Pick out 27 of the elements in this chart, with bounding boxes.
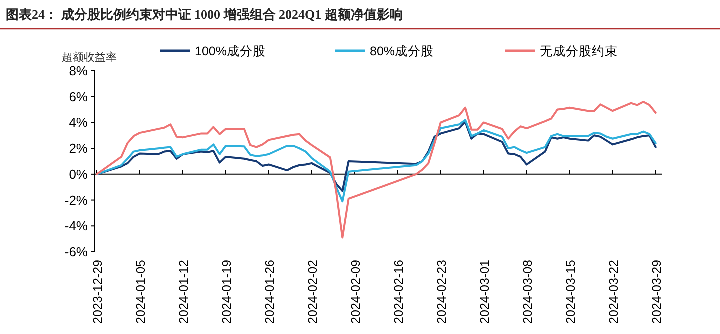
- x-tick-label: 2024-01-12: [176, 260, 191, 324]
- x-tick-label: 2024-01-26: [262, 260, 277, 324]
- y-tick-label: 4%: [69, 115, 88, 130]
- y-tick-label: 2%: [69, 141, 88, 156]
- y-tick-label: 6%: [69, 89, 88, 104]
- y-axis-title: 超额收益率: [62, 51, 117, 64]
- x-tick-label: 2024-03-01: [478, 260, 492, 324]
- legend-label: 无成分股约束: [540, 44, 618, 58]
- x-tick-label: 2024-03-29: [650, 260, 664, 324]
- x-tick-label: 2024-02-09: [348, 260, 363, 324]
- x-tick-label: 2024-02-23: [434, 260, 449, 324]
- x-tick-label: 2024-02-16: [392, 260, 406, 324]
- x-tick-label: 2024-02-02: [306, 260, 320, 324]
- legend-label: 100%成分股: [195, 44, 266, 58]
- chart-title: 图表24： 成分股比例约束对中证 1000 增强组合 2024Q1 超额净值影响: [6, 7, 403, 22]
- x-tick-label: 2024-03-15: [564, 260, 578, 324]
- y-tick-label: 8%: [69, 64, 88, 78]
- x-tick-label: 2024-01-05: [134, 260, 148, 324]
- y-tick-label: -6%: [64, 244, 88, 260]
- y-tick-label: -2%: [64, 192, 88, 208]
- y-tick-label: 0%: [69, 166, 88, 182]
- legend-label: 80%成分股: [370, 44, 434, 58]
- x-tick-label: 2024-01-19: [220, 260, 234, 324]
- x-tick-label: 2023-12-29: [91, 260, 105, 324]
- x-tick-label: 2024-03-22: [606, 260, 621, 324]
- y-tick-label: -4%: [64, 218, 88, 234]
- x-tick-label: 2024-03-08: [520, 260, 535, 324]
